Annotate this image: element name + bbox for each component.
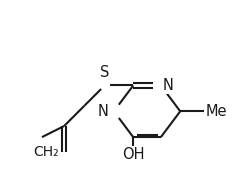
Text: CH₂: CH₂ xyxy=(33,145,59,159)
Text: S: S xyxy=(100,65,109,80)
Text: OH: OH xyxy=(122,147,145,162)
Text: N: N xyxy=(163,78,174,93)
Text: Me: Me xyxy=(206,104,228,119)
Text: N: N xyxy=(97,104,108,119)
